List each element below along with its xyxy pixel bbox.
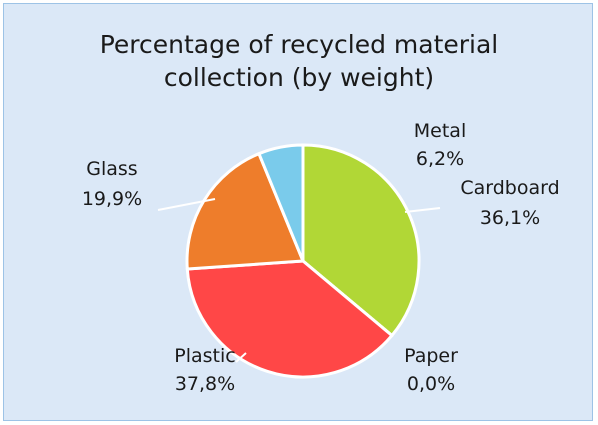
slice-label-plastic: Plastic — [174, 345, 235, 367]
leader-line-plastic — [235, 352, 247, 363]
slice-label-cardboard: Cardboard — [460, 177, 559, 199]
slice-value-glass: 19,9% — [82, 188, 142, 210]
pie-slices — [185, 143, 421, 379]
chart-title-line-2: collection (by weight) — [163, 63, 435, 92]
leader-line-cardboard — [404, 207, 441, 213]
leader-line-glass — [157, 198, 216, 211]
slice-value-paper: 0,0% — [407, 373, 455, 395]
slice-label-glass: Glass — [86, 158, 137, 180]
leader-lines — [157, 198, 441, 363]
slice-label-paper: Paper — [404, 345, 458, 367]
slice-value-cardboard: 36,1% — [480, 207, 540, 229]
pie-slice-glass — [185, 152, 305, 271]
data-labels: Cardboard 36,1% Paper 0,0% Plastic 37,8% Glass… — [82, 120, 560, 395]
pie-slice-metal — [257, 143, 305, 263]
slice-label-metal: Metal — [414, 120, 466, 142]
pie-slice-plastic — [185, 259, 394, 379]
slice-value-plastic: 37,8% — [175, 373, 235, 395]
slice-value-metal: 6,2% — [416, 148, 464, 170]
chart-title: Percentage of recycled material collecti… — [0, 28, 598, 94]
chart-title-line-1: Percentage of recycled material — [99, 30, 499, 59]
